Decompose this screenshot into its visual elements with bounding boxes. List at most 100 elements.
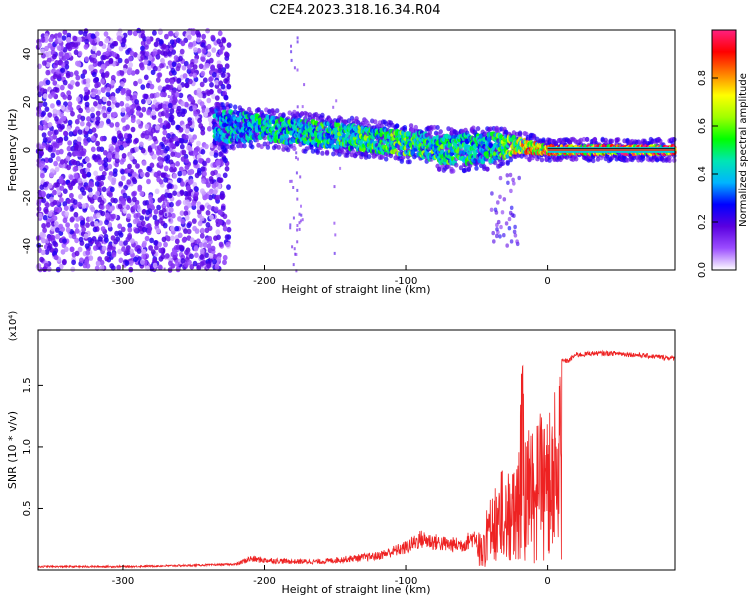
noise-cell	[137, 186, 143, 192]
noise-cell	[139, 64, 145, 71]
noise-cell	[133, 256, 138, 263]
signal-cell	[471, 125, 476, 131]
noise-cell	[73, 211, 79, 218]
noise-cell	[201, 33, 207, 40]
streak-cell	[289, 179, 292, 183]
noise-cell	[95, 260, 101, 267]
noise-cell	[128, 154, 134, 161]
noise-cell	[223, 94, 229, 101]
noise-cell	[202, 77, 208, 83]
noise-cell	[37, 124, 43, 131]
signal-cell	[299, 111, 305, 117]
signal-cell	[228, 103, 233, 109]
noise-cell	[63, 135, 69, 142]
noise-cell	[104, 71, 110, 77]
noise-cell	[54, 116, 59, 122]
signal-cell	[438, 129, 443, 135]
noise-cell	[218, 49, 224, 55]
noise-cell	[42, 93, 48, 99]
noise-cell	[170, 151, 176, 157]
noise-cell	[58, 118, 63, 124]
noise-cell	[199, 81, 205, 88]
noise-cell	[89, 57, 95, 63]
noise-cell	[199, 248, 205, 254]
noise-cell	[205, 27, 211, 34]
noise-cell	[161, 136, 167, 143]
noise-cell	[146, 38, 152, 45]
noise-cell	[174, 31, 180, 37]
noise-cell	[94, 77, 99, 83]
noise-cell	[70, 266, 76, 273]
noise-cell	[132, 94, 138, 101]
noise-cell	[45, 222, 51, 228]
streak-cell	[300, 213, 303, 217]
noise-cell	[73, 173, 79, 179]
noise-cell	[179, 166, 184, 173]
noise-cell	[70, 79, 75, 86]
noise-cell	[109, 263, 115, 269]
signal-cell	[475, 126, 481, 132]
noise-cell	[71, 233, 77, 240]
streak-cell	[295, 151, 298, 155]
noise-cell	[222, 254, 228, 261]
noise-cell	[69, 217, 75, 223]
noise-cell	[120, 107, 126, 113]
noise-cell	[192, 64, 198, 70]
streak-cell	[334, 233, 337, 237]
noise-cell	[174, 225, 180, 232]
noise-cell	[95, 140, 100, 147]
noise-cell	[157, 85, 163, 91]
noise-cell	[119, 81, 125, 87]
noise-cell	[134, 69, 140, 75]
noise-cell	[90, 106, 95, 113]
noise-cell	[52, 80, 58, 86]
noise-cell	[162, 222, 168, 229]
noise-cell	[187, 259, 192, 266]
noise-cell	[42, 101, 48, 107]
noise-cell	[224, 63, 230, 69]
noise-cell	[199, 204, 205, 211]
signal-cell	[233, 104, 238, 110]
noise-cell	[151, 114, 157, 120]
noise-cell	[39, 256, 44, 263]
noise-cell	[84, 243, 90, 249]
noise-cell	[217, 67, 223, 74]
streak-cell	[289, 223, 292, 227]
noise-cell	[150, 69, 156, 76]
noise-cell	[115, 102, 120, 108]
noise-cell	[121, 246, 126, 252]
noise-cell	[96, 146, 102, 152]
noise-cell	[103, 233, 109, 240]
signal-cell	[517, 131, 523, 137]
signal-cell	[407, 159, 412, 165]
noise-cell	[41, 197, 46, 204]
noise-cell	[202, 171, 208, 177]
noise-cell	[48, 135, 54, 142]
noise-cell	[63, 205, 69, 211]
signal-cell	[574, 156, 579, 162]
noise-cell	[118, 132, 124, 139]
noise-cell	[196, 208, 202, 215]
signal-cell	[399, 158, 404, 164]
noise-cell	[80, 115, 86, 122]
noise-cell	[105, 50, 110, 57]
noise-cell	[186, 34, 192, 41]
noise-cell	[56, 45, 62, 51]
noise-cell	[153, 41, 159, 48]
noise-cell	[167, 192, 173, 199]
noise-cell	[96, 81, 101, 88]
noise-cell	[163, 177, 169, 183]
noise-cell	[98, 165, 104, 172]
noise-cell	[45, 202, 50, 208]
noise-cell	[175, 65, 181, 72]
noise-cell	[146, 227, 152, 234]
noise-cell	[139, 171, 145, 178]
noise-cell	[131, 191, 137, 197]
noise-cell	[129, 108, 135, 114]
noise-cell	[70, 180, 76, 187]
noise-cell	[78, 145, 84, 151]
noise-cell	[112, 111, 118, 118]
noise-cell	[132, 218, 138, 225]
noise-cell	[136, 105, 142, 112]
noise-cell	[194, 186, 199, 192]
